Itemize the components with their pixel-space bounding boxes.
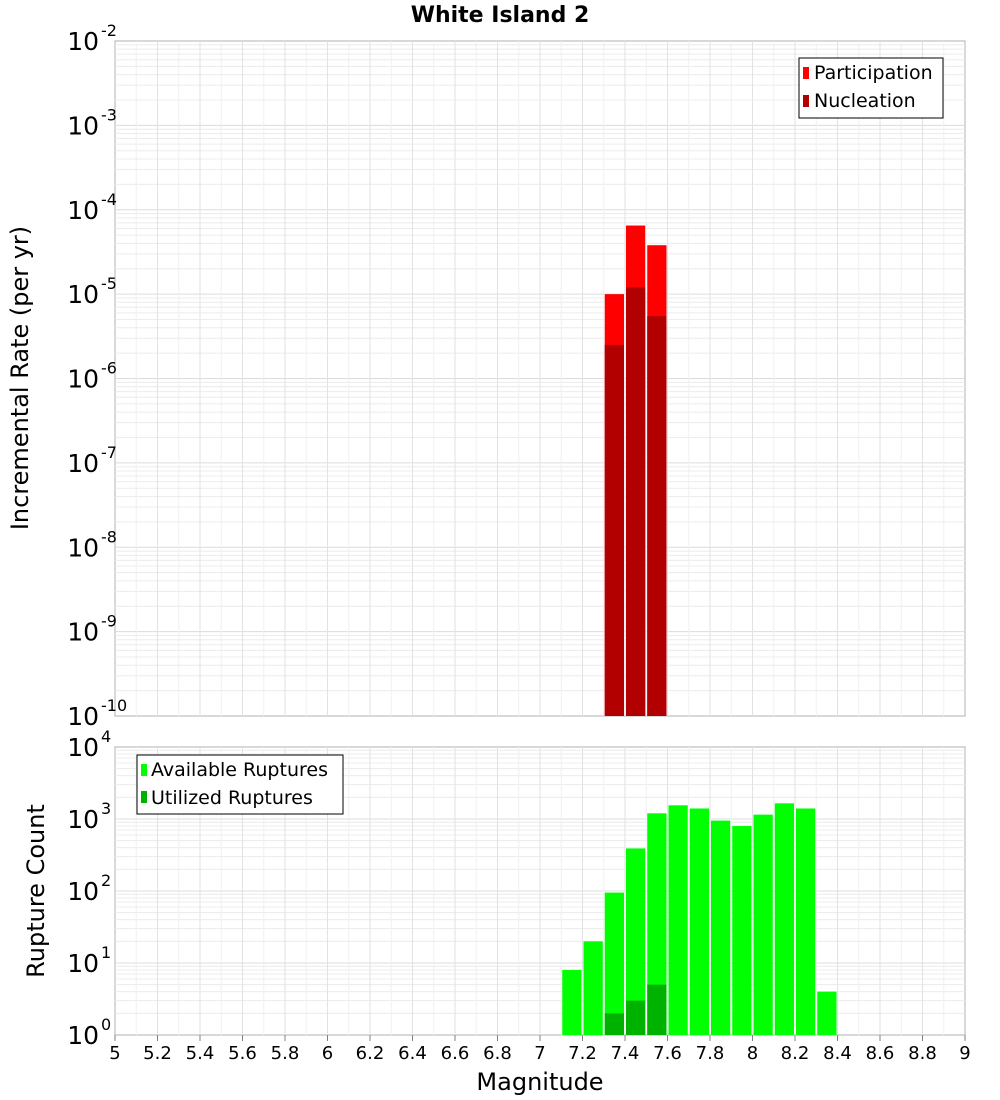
bottom-bar-s1 [774,803,794,1035]
x-tick-label: 6.8 [483,1043,512,1064]
top-y-tick-label: 10 [67,533,99,562]
bottom-y-tick-exponent: 2 [101,871,111,890]
bottom-bar-s1 [753,814,773,1035]
top-y-tick-exponent: -3 [101,105,117,124]
x-tick-label: 8 [747,1043,758,1064]
bottom-y-tick-exponent: 1 [101,943,111,962]
x-tick-label: 7 [534,1043,545,1064]
legend-label-available: Available Ruptures [151,759,328,781]
bottom-legend-box [136,754,344,815]
top-y-tick-label: 10 [67,280,99,309]
bottom-bar-s1 [817,991,837,1035]
top-y-tick-label: 10 [67,618,99,647]
x-tick-label: 8.6 [866,1043,895,1064]
legend-swatch-participation [803,67,809,79]
x-tick-label: 6.4 [398,1043,427,1064]
bottom-bar-s1 [668,805,688,1035]
top-y-tick-exponent: -6 [101,359,117,378]
bottom-bar-s1 [626,848,646,1035]
top-y-tick-exponent: -4 [101,190,117,209]
top-y-axis-label: Incremental Rate (per yr) [6,226,34,530]
top-y-tick-exponent: -2 [101,21,117,40]
legend-label-participation: Participation [814,62,933,84]
bottom-bar-s1 [732,825,752,1035]
bottom-y-tick-exponent: 0 [101,1015,111,1034]
top-y-tick-exponent: -5 [101,274,117,293]
x-tick-label: 8.2 [781,1043,810,1064]
top-gridlines [115,41,965,716]
bottom-bar-s1 [562,969,582,1035]
bottom-y-axis-label: Rupture Count [22,804,50,978]
chart-title: White Island 2 [411,3,590,28]
bottom-bar-s1 [796,808,816,1035]
top-bar-s2 [647,316,667,716]
x-tick-label: 6.2 [356,1043,385,1064]
x-tick-label: 7.6 [653,1043,682,1064]
x-tick-label: 9 [959,1043,970,1064]
bottom-bar-s1 [711,820,731,1035]
x-tick-label: 5.6 [228,1043,257,1064]
legend-label-nucleation: Nucleation [814,90,916,112]
bottom-y-tick-label: 10 [67,733,99,762]
x-tick-label: 5 [109,1043,120,1064]
legend-swatch-nucleation [803,95,809,107]
top-y-tick-label: 10 [67,27,99,56]
legend-label-utilized: Utilized Ruptures [151,787,313,809]
bottom-bar-s1 [583,941,603,1035]
x-tick-label: 6 [322,1043,333,1064]
top-bars [604,225,667,717]
x-tick-label: 5.4 [186,1043,215,1064]
bottom-bar-s2 [626,1000,646,1035]
legend-swatch-available [141,764,147,776]
bottom-y-tick-label: 10 [67,949,99,978]
x-tick-label: 8.4 [823,1043,852,1064]
top-y-tick-label: 10 [67,196,99,225]
x-tick-label: 7.8 [696,1043,725,1064]
top-y-tick-label: 10 [67,365,99,394]
top-y-tick-exponent: -8 [101,527,117,546]
bottom-legend: Available Ruptures Utilized Ruptures [136,754,344,815]
top-bar-s2 [604,344,624,716]
top-bar-s2 [626,287,646,716]
top-legend: Participation Nucleation [798,57,944,119]
top-y-tick-exponent: -7 [101,443,117,462]
bottom-y-tick-label: 10 [67,1021,99,1050]
top-y-tick-exponent: -9 [101,612,117,631]
bottom-y-tick-exponent: 3 [101,799,111,818]
bottom-bar-s2 [604,1013,624,1035]
x-tick-label: 8.8 [908,1043,937,1064]
bottom-bar-s1 [689,808,709,1035]
x-tick-label: 6.6 [441,1043,470,1064]
top-y-tick-exponent: -10 [101,696,127,715]
x-tick-label: 7.2 [568,1043,597,1064]
bottom-y-tick-label: 10 [67,877,99,906]
x-tick-label: 5.2 [143,1043,172,1064]
top-y-tick-label: 10 [67,449,99,478]
x-axis-ticks: 5 5.2 5.4 5.6 5.8 6 6.2 6.4 6.6 6.8 7 7.2 7.4 7.6 7.8 8… [109,1035,971,1064]
legend-swatch-utilized [141,791,147,803]
x-tick-label: 5.8 [271,1043,300,1064]
bottom-bar-s2 [647,984,667,1035]
bottom-bars [562,803,837,1035]
bottom-y-tick-exponent: 4 [101,727,111,746]
top-y-tick-label: 10 [67,702,99,731]
bottom-bar-s1 [647,813,667,1035]
x-axis-label: Magnitude [476,1068,603,1096]
top-y-tick-label: 10 [67,111,99,140]
top-legend-box [798,57,944,119]
bottom-bar-s1 [604,892,624,1035]
bottom-y-tick-label: 10 [67,805,99,834]
x-tick-label: 7.4 [611,1043,640,1064]
